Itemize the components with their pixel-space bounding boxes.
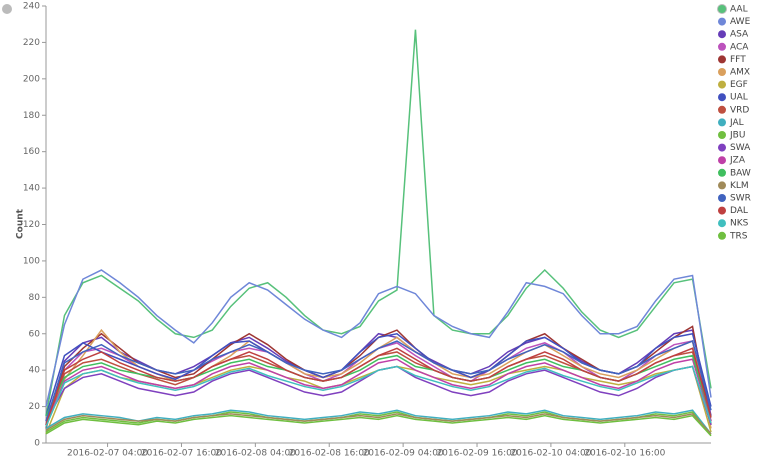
- y-tick-label: 120: [23, 220, 40, 230]
- legend: AAL AWE ASA ACA FFT AMX EGF UAL VRD JAL JBU SWA JZA B…: [718, 5, 751, 241]
- series-line: [45, 329, 712, 426]
- y-tick-label: 180: [23, 111, 40, 121]
- x-tick-label: 2016-02-10 16:00: [584, 449, 665, 459]
- series-line: [45, 29, 712, 416]
- legend-label[interactable]: TRS: [729, 231, 748, 241]
- legend-swatch[interactable]: [718, 93, 726, 102]
- legend-swatch[interactable]: [718, 30, 726, 39]
- legend-label[interactable]: ASA: [730, 30, 749, 40]
- legend-swatch[interactable]: [718, 55, 726, 64]
- legend-label[interactable]: NKS: [730, 219, 749, 229]
- y-tick-label: 100: [23, 256, 40, 266]
- legend-swatch[interactable]: [718, 131, 726, 139]
- series-line: [45, 269, 712, 407]
- legend-label[interactable]: AAL: [730, 5, 748, 15]
- y-tick-label: 80: [29, 293, 41, 303]
- legend-swatch[interactable]: [718, 118, 726, 127]
- x-tick-label: 2016-02-08 04:00: [215, 449, 296, 459]
- legend-swatch[interactable]: [718, 219, 726, 228]
- legend-swatch[interactable]: [718, 194, 726, 202]
- legend-label[interactable]: UAL: [730, 93, 748, 103]
- x-tick-label: 2016-02-07 04:00: [67, 449, 148, 459]
- x-tick-label: 2016-02-09 04:00: [363, 449, 444, 459]
- legend-label[interactable]: KLM: [730, 181, 749, 191]
- legend-swatch[interactable]: [718, 68, 726, 76]
- legend-label[interactable]: ACA: [730, 42, 749, 52]
- series-line: [45, 358, 712, 426]
- x-tick-label: 2016-02-07 16:00: [141, 449, 222, 459]
- legend-label[interactable]: DAL: [730, 206, 748, 216]
- y-tick-label: 40: [29, 366, 41, 376]
- y-tick-label: 200: [23, 74, 40, 84]
- legend-label[interactable]: EGF: [730, 80, 748, 90]
- y-tick-label: 140: [23, 184, 40, 194]
- legend-label[interactable]: AWE: [730, 17, 751, 27]
- series-line: [45, 365, 712, 427]
- x-tick-label: 2016-02-10 04:00: [510, 449, 591, 459]
- legend-swatch[interactable]: [718, 42, 726, 51]
- series-line: [45, 347, 712, 426]
- collapse-button[interactable]: [2, 4, 12, 14]
- legend-swatch[interactable]: [718, 80, 726, 89]
- legend-swatch[interactable]: [718, 5, 726, 13]
- legend-swatch[interactable]: [718, 143, 726, 152]
- y-tick-label: 20: [29, 402, 41, 412]
- x-tick-label: 2016-02-08 16:00: [289, 449, 370, 459]
- y-tick-label: 240: [23, 2, 40, 12]
- series-line: [45, 340, 712, 422]
- legend-swatch[interactable]: [718, 231, 726, 240]
- legend-label[interactable]: JAL: [729, 118, 744, 128]
- legend-label[interactable]: VRD: [730, 105, 749, 115]
- series-line: [45, 340, 712, 422]
- y-tick-label: 160: [23, 147, 40, 157]
- y-tick-label: 220: [23, 38, 40, 48]
- series-line: [45, 409, 712, 435]
- legend-label[interactable]: BAW: [730, 168, 751, 178]
- legend-swatch[interactable]: [718, 181, 726, 190]
- x-tick-label: 2016-02-09 16:00: [436, 449, 517, 459]
- legend-label[interactable]: SWR: [730, 194, 751, 204]
- y-axis-label: Count: [16, 208, 26, 239]
- legend-label[interactable]: AMX: [730, 68, 750, 78]
- y-tick-label: 0: [34, 439, 40, 449]
- legend-label[interactable]: SWA: [730, 143, 751, 153]
- legend-swatch[interactable]: [718, 17, 726, 26]
- legend-label[interactable]: JZA: [729, 156, 746, 166]
- series-line: [45, 413, 712, 435]
- legend-label[interactable]: FFT: [730, 55, 746, 65]
- legend-swatch[interactable]: [718, 206, 726, 215]
- legend-swatch[interactable]: [718, 156, 726, 165]
- legend-swatch[interactable]: [718, 105, 726, 114]
- y-tick-label: 60: [29, 329, 41, 339]
- series-line: [45, 414, 712, 437]
- legend-swatch[interactable]: [718, 168, 726, 177]
- legend-label[interactable]: JBU: [729, 131, 745, 141]
